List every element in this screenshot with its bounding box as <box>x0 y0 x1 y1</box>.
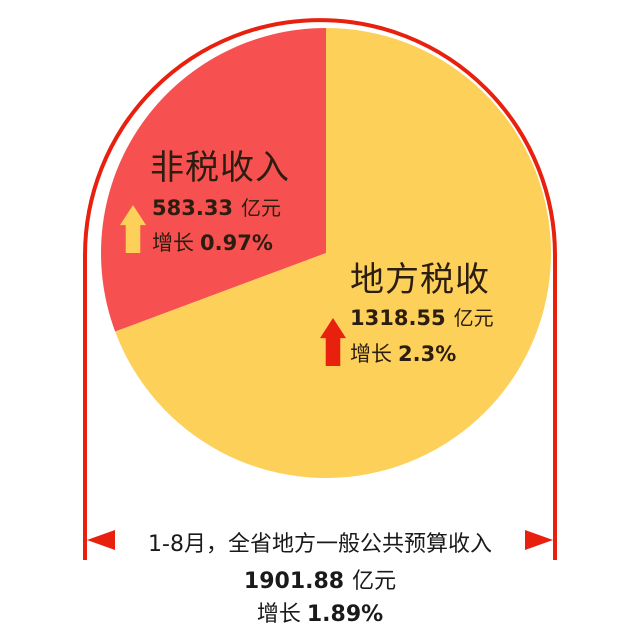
total-value: 1901.88 亿元 <box>0 563 640 595</box>
slice-growth-nontax: 增长 0.97% <box>152 227 273 257</box>
value-text: 583.33 <box>152 196 234 220</box>
pie-slice-local-tax <box>115 28 552 478</box>
frame-arch <box>83 18 557 520</box>
up-arrow-icon <box>320 318 346 366</box>
chart-title: 1-8月，全省地方一般公共预算收入 <box>148 532 492 557</box>
growth-value: 0.97% <box>200 231 273 255</box>
total-unit: 亿元 <box>352 569 397 594</box>
slice-value-localtax: 1318.55 亿元 <box>350 302 494 331</box>
up-arrow-icon <box>120 205 146 253</box>
growth-value: 2.3% <box>398 342 457 366</box>
dimension-arrow-left-icon <box>87 530 115 550</box>
unit-text: 亿元 <box>453 306 494 330</box>
total-growth-label: 增长 <box>256 602 301 627</box>
pie-slices <box>101 28 552 478</box>
slice-label-localtax: 地方税收 <box>350 260 490 300</box>
total-value-text: 1901.88 <box>243 569 345 594</box>
slice-value-nontax: 583.33 亿元 <box>152 192 281 221</box>
growth-arrows <box>120 205 346 366</box>
dimension-arrow-right-icon <box>525 530 553 550</box>
dimension-frame <box>83 18 557 560</box>
pie-slice-non-tax <box>101 28 326 332</box>
unit-text: 亿元 <box>241 196 282 220</box>
total-growth: 增长 1.89% <box>0 596 640 628</box>
value-text: 1318.55 <box>350 306 446 330</box>
growth-label: 增长 <box>152 231 194 255</box>
total-growth-value: 1.89% <box>306 602 384 627</box>
slice-label-nontax: 非税收入 <box>150 148 290 188</box>
growth-label: 增长 <box>350 342 392 366</box>
slice-growth-localtax: 增长 2.3% <box>350 338 456 368</box>
